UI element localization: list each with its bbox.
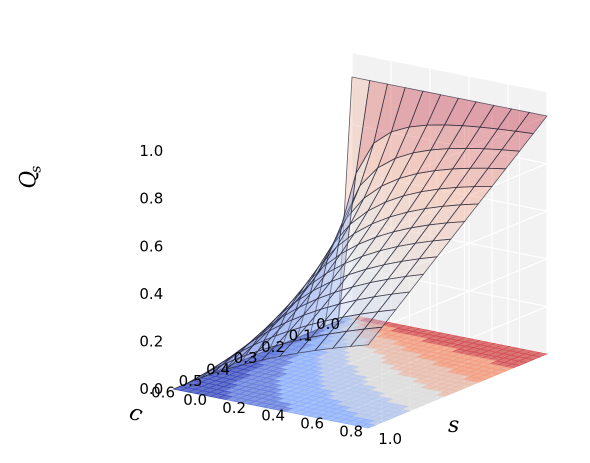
z-tick-label: 0.0	[139, 380, 163, 398]
grid-line	[368, 210, 548, 286]
z-tick-label: 0.4	[139, 285, 163, 303]
z-tick-label: 1.0	[139, 142, 163, 160]
surface-mesh	[173, 76, 548, 390]
tick-labels: 0.0 0.2 0.4 0.6 0.8 1.00.00.10.20.30.40.50.60…	[139, 142, 402, 448]
x-tick-label: 0.8	[339, 422, 363, 440]
x-axis-label: s	[448, 413, 459, 438]
grid-line	[351, 266, 548, 307]
y-tick-label: 0.2	[261, 338, 285, 356]
y-axis-label: c	[126, 400, 145, 428]
z-axis-label-subscript: s	[28, 165, 45, 174]
y-tick-label: 0.4	[206, 361, 230, 379]
z-tick-label: 0.8	[139, 190, 163, 208]
z-tick-label: 0.6	[139, 237, 163, 255]
z-tick-label: 0.2	[139, 333, 163, 351]
y-tick-label: 0.1	[289, 326, 313, 344]
x-tick-label: 0.0	[183, 391, 207, 409]
y-tick-label: 0.5	[179, 372, 203, 390]
x-tick-label: 0.6	[300, 415, 324, 433]
x-tick-label: 0.4	[261, 407, 285, 425]
y-tick-label: 0.6	[151, 383, 175, 401]
x-tick-label: 1.0	[378, 430, 402, 448]
floor-contours	[172, 314, 549, 429]
grid-line	[351, 171, 548, 212]
surface-patch	[173, 372, 205, 390]
x-tick-label: 0.2	[222, 399, 246, 417]
z-axis-label: Q	[15, 169, 41, 189]
floor-contour-cell	[359, 423, 377, 429]
y-tick-label: 0.0	[316, 315, 340, 333]
grid-line	[368, 258, 548, 334]
y-tick-label: 0.3	[234, 349, 258, 367]
